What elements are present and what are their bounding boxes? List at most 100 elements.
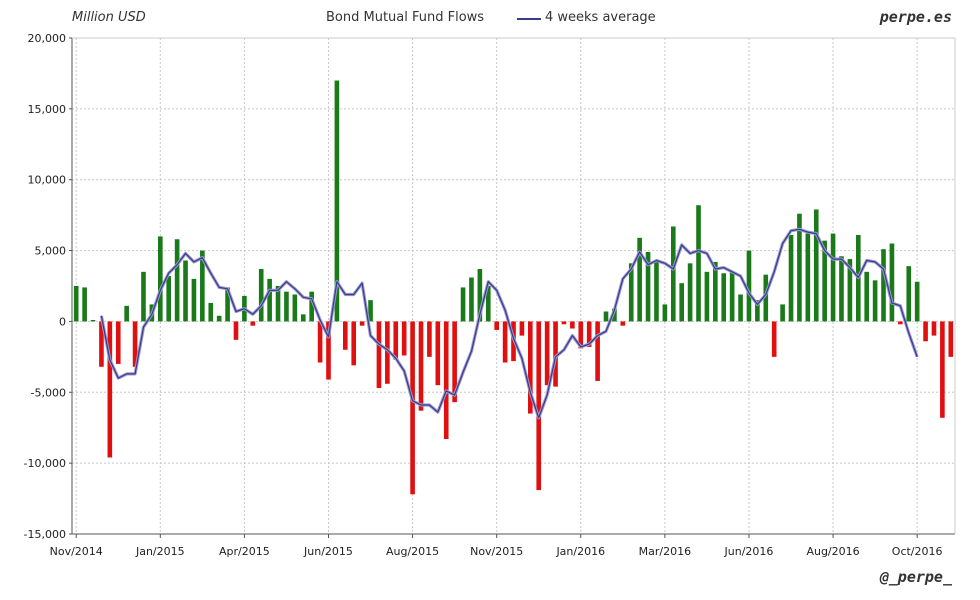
x-tick-label: Aug/2016 [806,545,859,558]
flow-bar [132,321,138,367]
flow-bar [813,209,819,322]
flow-bar [191,278,197,322]
flow-bar [570,321,575,329]
flow-bar [359,321,365,326]
flow-bar [208,303,214,322]
flow-bar [368,300,373,322]
axes [69,37,956,538]
flow-bar [141,271,146,322]
flow-bar [940,321,945,418]
legend: 4 weeks average [517,10,656,25]
brand-handle: @_perpe_ [879,568,952,586]
flow-bar [931,321,937,336]
x-tick-label: Jun/2015 [303,545,353,558]
flow-bar [544,321,550,386]
flow-bar [427,321,432,357]
flow-bar [620,321,626,326]
flow-bar [342,321,348,350]
flow-bar [780,304,785,322]
flow-bar [485,286,491,322]
flow-bar [923,321,928,342]
flow-bar [326,321,331,380]
flow-bar [662,304,668,322]
flow-bar [385,321,390,384]
flow-bar [494,321,499,330]
flow-bar [376,321,382,389]
flow-bar [628,263,634,322]
flow-bar [797,213,802,322]
flow-bar [553,321,558,387]
flow-bar [830,233,836,322]
flow-bar [166,276,172,322]
legend-line-icon [517,17,541,20]
flow-bar [704,271,710,322]
flow-bar [452,321,457,403]
flow-bar [502,321,508,363]
y-tick-label: -10,000 [24,457,66,470]
flow-bar [603,311,609,322]
x-tick-label: Aug/2015 [386,545,439,558]
average-line [100,228,918,419]
y-tick-label: -5,000 [31,386,66,399]
flow-bar [948,321,954,357]
flow-bar [183,260,188,322]
flow-bar [763,274,769,322]
flow-bar [729,271,735,322]
flow-bar [469,277,474,322]
x-tick-label: Mar/2016 [639,545,691,558]
flow-bar [654,260,659,322]
flow-bar [275,286,281,322]
y-tick-labels: -15,000 -10,000 -5,000 0 5,000 10,000 15,000 20… [24,32,66,541]
flow-bar [174,239,180,322]
x-tick-label: Jan/2015 [135,545,185,558]
x-tick-label: Jan/2016 [555,545,605,558]
brand-logo-text: perpe.es [879,8,952,26]
x-tick-label: Apr/2015 [219,545,270,558]
flow-bar [460,287,466,322]
flow-bar [788,234,794,322]
flow-bar [906,266,912,322]
flow-bar [738,294,743,322]
flow-bar [578,321,584,349]
flow-bar [519,321,525,336]
flow-bar [292,294,298,322]
flow-bar [687,263,693,322]
flow-bar [586,321,592,347]
flow-bar [670,226,676,322]
flow-bar [90,320,96,322]
flow-bar [443,321,449,440]
flow-bar [157,236,163,322]
average-line-group [99,227,919,420]
flow-bar [721,273,727,322]
flow-bar [435,321,441,386]
flow-bar [410,321,415,495]
flow-bar [536,321,542,491]
y-tick-label: 15,000 [28,103,67,116]
y-tick-label: 0 [59,315,66,328]
flow-bar [284,291,289,322]
flow-bar [771,321,777,357]
flow-bar [82,287,87,322]
flow-bars [73,80,954,495]
y-tick-label: -15,000 [24,528,66,541]
flow-bar [99,321,104,367]
flow-bar [713,261,718,322]
flow-bar [300,314,306,322]
flow-bar [561,321,567,325]
flow-bar [267,278,272,322]
flow-bar [822,240,827,322]
legend-label: 4 weeks average [545,10,656,25]
x-tick-label: Jun/2016 [724,545,774,558]
flow-bar [418,321,424,411]
chart-title: Bond Mutual Fund Flows [326,10,485,25]
flow-bar [755,300,760,322]
flow-bar [258,268,264,322]
flow-bar [637,237,642,322]
flow-bar [233,321,239,340]
flow-bar [746,250,752,322]
x-tick-label: Nov/2015 [470,545,523,558]
flow-bar [200,250,205,322]
y-tick-label: 20,000 [28,32,67,45]
flow-bar [528,321,533,414]
flow-bar [107,321,113,458]
